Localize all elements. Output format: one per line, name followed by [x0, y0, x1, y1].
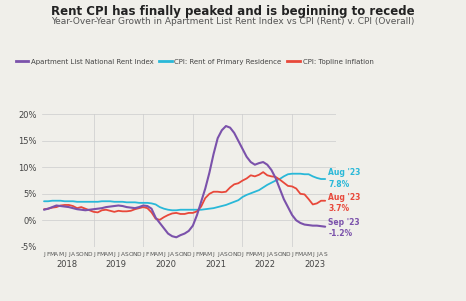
Text: Year-Over-Year Growth in Apartment List Rent Index vs CPI (Rent) v. CPI (Overall: Year-Over-Year Growth in Apartment List … [51, 17, 415, 26]
Text: Sep '23
-1.2%: Sep '23 -1.2% [329, 218, 360, 238]
Text: 2020: 2020 [156, 260, 177, 269]
Text: Aug '23
7.8%: Aug '23 7.8% [329, 169, 361, 188]
Text: 2023: 2023 [304, 260, 325, 269]
Text: 2022: 2022 [255, 260, 276, 269]
Text: Aug '23
3.7%: Aug '23 3.7% [329, 193, 361, 213]
Legend: Apartment List National Rent Index, CPI: Rent of Primary Residence, CPI: Topline: Apartment List National Rent Index, CPI:… [13, 56, 376, 68]
Text: 2021: 2021 [205, 260, 226, 269]
Text: Rent CPI has finally peaked and is beginning to recede: Rent CPI has finally peaked and is begin… [51, 5, 415, 17]
Text: 2019: 2019 [106, 260, 127, 269]
Text: 2018: 2018 [56, 260, 77, 269]
